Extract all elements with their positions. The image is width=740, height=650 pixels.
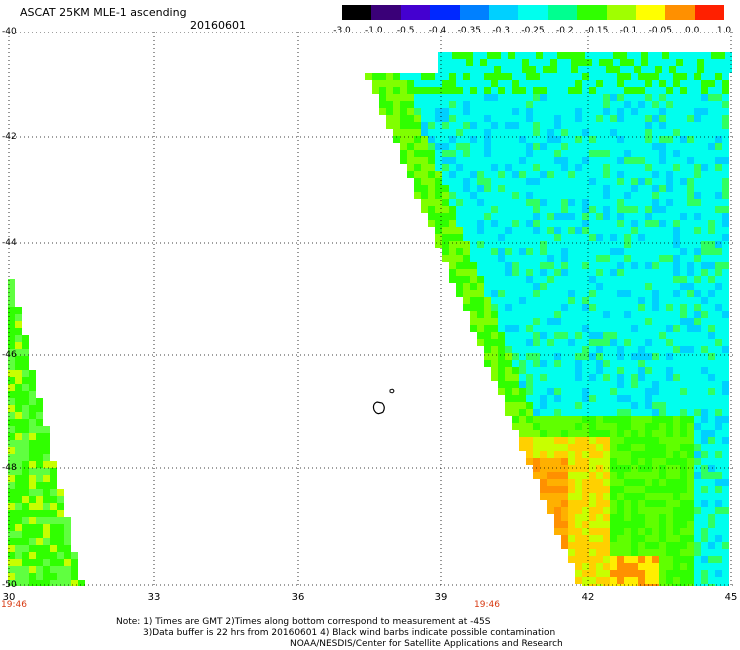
footer-note-2: 3)Data buffer is 22 hrs from 20160601 4)…	[143, 628, 556, 638]
scale-swatch	[518, 5, 548, 20]
lat-label: -48	[2, 463, 17, 473]
lon-label: 33	[147, 592, 161, 603]
lat-label: -40	[2, 27, 17, 37]
scale-swatch	[430, 5, 460, 20]
scale-label: -0.25	[521, 26, 545, 36]
scale-label: -3.0	[333, 26, 351, 36]
lon-label: 45	[724, 592, 738, 603]
lat-label: -50	[2, 580, 17, 590]
scale-swatch	[547, 5, 578, 20]
footer-note-1: Note: 1) Times are GMT 2)Times along bot…	[116, 617, 491, 627]
scale-swatch	[342, 5, 372, 20]
scale-swatch	[635, 5, 666, 20]
scale-label: -0.15	[585, 26, 609, 36]
scale-swatch	[459, 5, 489, 20]
product-title: ASCAT 25KM MLE-1 ascending	[20, 6, 187, 19]
scale-label: -0.1	[619, 26, 638, 36]
measurement-time: 19:46	[474, 600, 500, 610]
graticule	[8, 32, 733, 586]
swath-map	[8, 32, 733, 586]
scale-label: -0.3	[492, 26, 510, 36]
scale-swatch	[665, 5, 695, 20]
lat-label: -42	[2, 132, 17, 142]
swath-data	[8, 52, 732, 586]
product-date: 20160601	[190, 19, 246, 32]
scale-label: -0.4	[428, 26, 447, 36]
scale-swatch	[694, 5, 725, 20]
lon-label: 30	[2, 592, 16, 603]
lon-label: 36	[291, 592, 305, 603]
scale-label: 0.0	[684, 26, 700, 36]
scale-label: -0.2	[556, 26, 574, 36]
lon-label: 39	[434, 592, 448, 603]
color-scale-bar	[342, 5, 725, 20]
measurement-time: 19:46	[1, 600, 27, 610]
lon-label: 42	[581, 592, 595, 603]
scale-swatch	[488, 5, 519, 20]
scale-swatch	[577, 5, 607, 20]
scale-swatch	[400, 5, 431, 20]
scale-label: -0.35	[457, 26, 481, 36]
scale-swatch	[371, 5, 401, 20]
scale-swatch	[606, 5, 636, 20]
island-outline	[372, 388, 395, 415]
lat-label: -46	[2, 350, 17, 360]
scale-label: -1.0	[365, 26, 383, 36]
footer-note-3: NOAA/NESDIS/Center for Satellite Applica…	[290, 639, 563, 649]
scale-label: -0.05	[648, 26, 672, 36]
lat-label: -44	[2, 238, 17, 248]
scale-label: 1.0	[716, 26, 732, 36]
scale-label: -0.5	[396, 26, 415, 36]
